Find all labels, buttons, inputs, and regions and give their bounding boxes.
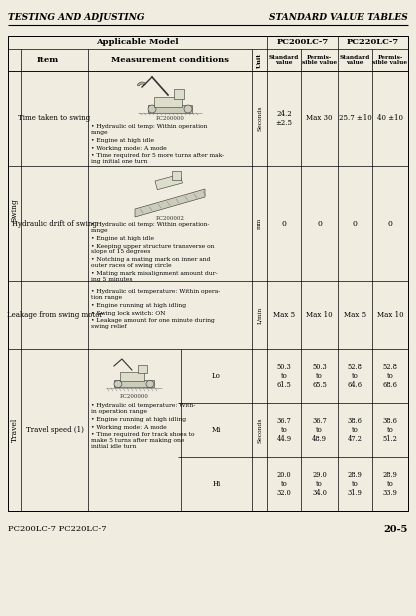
Text: 50.3
to
65.5: 50.3 to 65.5: [312, 363, 327, 389]
Text: • Hydraulic oil temp: Within operation-
range: • Hydraulic oil temp: Within operation- …: [91, 222, 209, 233]
Text: 0: 0: [282, 219, 287, 227]
Text: 38.6
to
51.2: 38.6 to 51.2: [383, 418, 397, 443]
Text: • Working mode: A mode: • Working mode: A mode: [91, 145, 167, 150]
Text: Item: Item: [37, 56, 59, 64]
Text: 0: 0: [317, 219, 322, 227]
Text: PC200002: PC200002: [156, 216, 184, 221]
Text: • Keeping upper structure transverse on
slope of 15 degrees: • Keeping upper structure transverse on …: [91, 243, 215, 254]
Text: Measurement conditions: Measurement conditions: [111, 56, 229, 64]
Ellipse shape: [184, 105, 192, 113]
Text: Max 10: Max 10: [306, 311, 333, 319]
Text: 36.7
to
44.9: 36.7 to 44.9: [277, 418, 292, 443]
Text: PC220LC-7: PC220LC-7: [347, 38, 399, 46]
Text: 24.2
±2.5: 24.2 ±2.5: [275, 110, 292, 127]
Text: Standard
value: Standard value: [340, 55, 370, 65]
Ellipse shape: [146, 381, 154, 387]
Text: Hydraulic drift of swing: Hydraulic drift of swing: [12, 219, 97, 227]
Text: Mi: Mi: [212, 426, 221, 434]
Text: • Leakage amount for one minute during
swing relief: • Leakage amount for one minute during s…: [91, 318, 215, 329]
Text: 20-5: 20-5: [384, 524, 408, 533]
Text: 52.8
to
68.6: 52.8 to 68.6: [383, 363, 397, 389]
Text: • Hydraulic oil temperature: With-
in operation range: • Hydraulic oil temperature: With- in op…: [91, 403, 196, 414]
Text: 28.9
to
31.9: 28.9 to 31.9: [347, 471, 362, 496]
Text: TESTING AND ADJUSTING: TESTING AND ADJUSTING: [8, 14, 144, 23]
Text: 29.0
to
34.0: 29.0 to 34.0: [312, 471, 327, 496]
Text: Max 5: Max 5: [273, 311, 295, 319]
Bar: [8, 36, 408, 511]
Text: • Engine running at high idling: • Engine running at high idling: [91, 303, 186, 308]
Bar: [138, 365, 147, 373]
Text: • Engine running at high idling: • Engine running at high idling: [91, 417, 186, 422]
Text: 52.8
to
64.6: 52.8 to 64.6: [347, 363, 362, 389]
Text: Travel: Travel: [10, 418, 18, 442]
Bar: [114, 380, 154, 387]
Text: • Engine at high idle: • Engine at high idle: [91, 236, 154, 241]
Text: • Time required for track shoes to
make 5 turns after making one
initial idle tu: • Time required for track shoes to make …: [91, 432, 195, 449]
Text: • Working mode: A mode: • Working mode: A mode: [91, 424, 167, 429]
Text: • Swing lock switch: ON: • Swing lock switch: ON: [91, 310, 166, 315]
Text: • Mating mark misalignment amount dur-
ing 5 minutes: • Mating mark misalignment amount dur- i…: [91, 272, 218, 282]
Text: PC200LC-7 PC220LC-7: PC200LC-7 PC220LC-7: [8, 525, 106, 533]
Bar: [148, 105, 192, 113]
Text: PC200000: PC200000: [119, 394, 149, 399]
Text: Leakage from swing motor: Leakage from swing motor: [7, 311, 102, 319]
Text: 20.0
to
32.0: 20.0 to 32.0: [277, 471, 291, 496]
Bar: [155, 174, 183, 190]
Text: • Hydraulic oil temperature: Within opera-
tion range: • Hydraulic oil temperature: Within oper…: [91, 289, 220, 300]
Text: Hi: Hi: [213, 480, 220, 488]
Text: Applicable Model: Applicable Model: [96, 38, 179, 46]
Text: Time taken to swing: Time taken to swing: [18, 115, 91, 123]
Text: Travel speed (1): Travel speed (1): [25, 426, 84, 434]
Text: Unit: Unit: [257, 52, 262, 68]
Text: STANDARD VALUE TABLES: STANDARD VALUE TABLES: [269, 14, 408, 23]
Text: Max 5: Max 5: [344, 311, 366, 319]
Text: Lo: Lo: [212, 372, 221, 380]
Text: L/min: L/min: [257, 306, 262, 323]
Text: Permis-
sible value: Permis- sible value: [302, 55, 337, 65]
Ellipse shape: [148, 105, 156, 113]
Text: Standard
value: Standard value: [269, 55, 299, 65]
Text: Swing: Swing: [10, 198, 18, 222]
Text: 36.7
to
48.9: 36.7 to 48.9: [312, 418, 327, 443]
Text: 0: 0: [388, 219, 392, 227]
Text: 40 ±10: 40 ±10: [377, 115, 403, 123]
Text: PC200000: PC200000: [156, 116, 184, 121]
Wedge shape: [137, 82, 146, 86]
Text: 38.6
to
47.2: 38.6 to 47.2: [347, 418, 362, 443]
Text: 25.7 ±10: 25.7 ±10: [339, 115, 371, 123]
Ellipse shape: [114, 381, 122, 387]
Bar: [172, 171, 181, 180]
Text: Max 30: Max 30: [306, 115, 333, 123]
Text: Permis-
sible value: Permis- sible value: [372, 55, 408, 65]
Polygon shape: [135, 189, 205, 217]
Bar: [120, 372, 144, 381]
Bar: [154, 97, 182, 107]
Text: • Engine at high idle: • Engine at high idle: [91, 138, 154, 143]
Text: PC200LC-7: PC200LC-7: [276, 38, 329, 46]
Bar: [174, 89, 184, 99]
Text: mm: mm: [257, 218, 262, 229]
Text: 28.9
to
33.9: 28.9 to 33.9: [383, 471, 397, 496]
Text: Max 10: Max 10: [376, 311, 404, 319]
Text: • Notching a mating mark on inner and
outer races of swing circle: • Notching a mating mark on inner and ou…: [91, 257, 210, 269]
Text: • Time required for 5 more turns after mak-
ing initial one turn: • Time required for 5 more turns after m…: [91, 153, 224, 164]
Text: Seconds: Seconds: [257, 106, 262, 131]
Text: • Hydraulic oil temp: Within operation
range: • Hydraulic oil temp: Within operation r…: [91, 124, 207, 135]
Text: Seconds: Seconds: [257, 417, 262, 443]
Text: 0: 0: [353, 219, 357, 227]
Text: 50.3
to
61.5: 50.3 to 61.5: [277, 363, 292, 389]
